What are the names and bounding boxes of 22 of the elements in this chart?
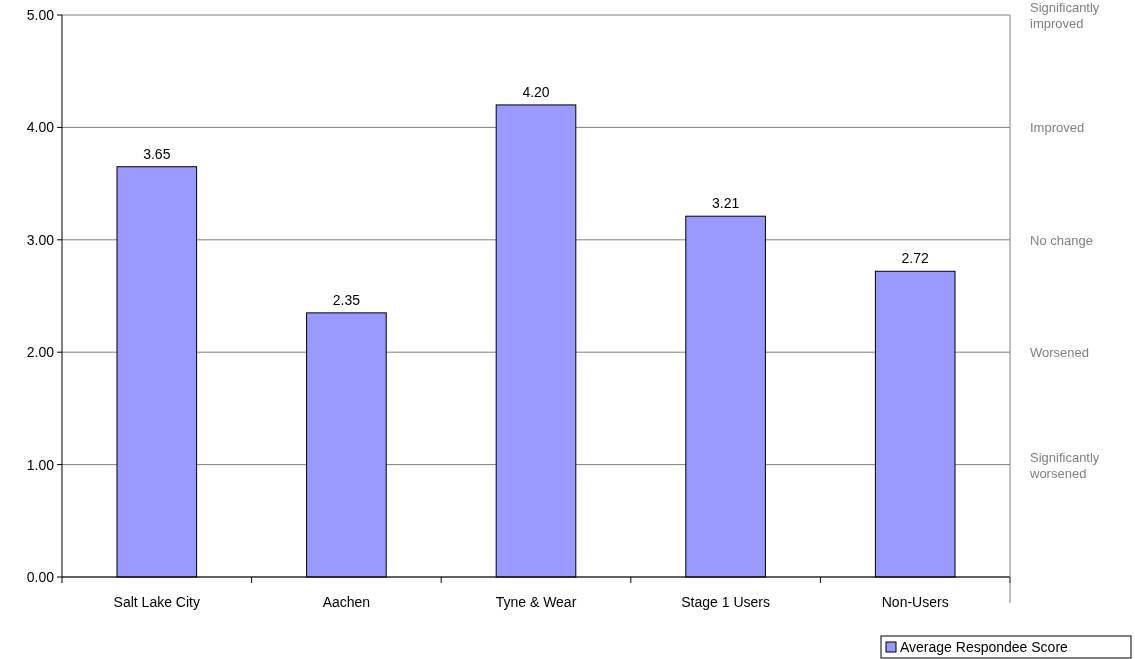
x-tick-label: Non-Users	[881, 594, 949, 610]
text: Worsened	[1030, 345, 1090, 361]
x-tick-label: Aachen	[322, 594, 371, 610]
y-tick-label: 3.00	[26, 231, 55, 248]
legend-label: Average Respondee Score	[900, 639, 1069, 655]
x-tick-label: Salt Lake City	[113, 594, 200, 610]
text: Significantly worsened	[1029, 449, 1100, 481]
text: 2.72	[901, 250, 929, 267]
text: 2.35	[332, 291, 361, 308]
y-tick-label: 2.00	[26, 344, 55, 361]
text: 3.65	[143, 145, 171, 162]
text: Significantly improved	[1030, 0, 1100, 31]
x-tick-label: Stage 1 Users	[681, 594, 770, 610]
y-tick-label: 4.00	[26, 119, 55, 136]
text: Improved	[1030, 120, 1085, 136]
text: No change	[1030, 232, 1093, 248]
y-tick-label: 5.00	[26, 7, 55, 23]
x-tick-label: Tyne & Wear	[495, 594, 577, 610]
y-tick-label: 0.00	[26, 569, 55, 585]
text: 3.21	[711, 195, 740, 212]
text: 4.20	[522, 83, 550, 100]
y-tick-label: 1.00	[26, 456, 55, 473]
